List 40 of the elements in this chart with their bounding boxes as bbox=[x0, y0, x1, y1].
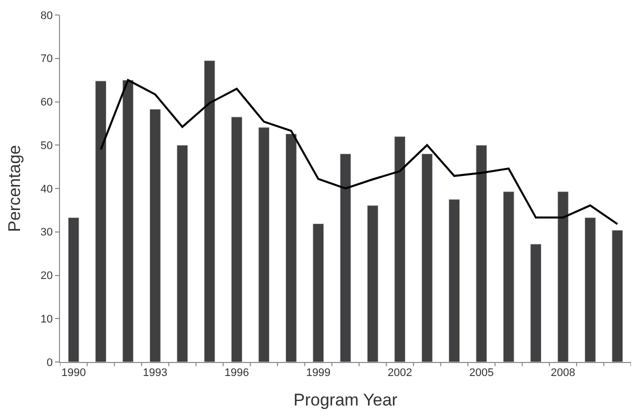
y-tick-label: 60 bbox=[40, 96, 53, 109]
y-tick-label: 30 bbox=[40, 226, 53, 239]
x-tick-label: 1993 bbox=[142, 367, 168, 380]
y-axis-title: Percentage bbox=[5, 145, 24, 232]
bar bbox=[122, 80, 134, 362]
bar bbox=[584, 217, 596, 362]
bar bbox=[367, 205, 378, 362]
bar bbox=[312, 223, 324, 362]
bar bbox=[557, 191, 569, 362]
bar bbox=[176, 144, 188, 362]
bar bbox=[68, 217, 80, 362]
bar bbox=[530, 244, 542, 362]
x-tick-label: 2005 bbox=[469, 367, 494, 380]
y-tick-label: 80 bbox=[40, 10, 53, 22]
x-tick-label: 1996 bbox=[224, 367, 249, 380]
y-tick-label: 40 bbox=[40, 183, 53, 196]
bar bbox=[612, 230, 624, 362]
line-series bbox=[100, 79, 618, 226]
x-tick-label: 2002 bbox=[388, 367, 412, 380]
y-tick-label: 0 bbox=[46, 356, 53, 369]
bar bbox=[95, 80, 106, 362]
y-tick-label: 10 bbox=[40, 313, 53, 326]
x-axis-title: Program Year bbox=[294, 390, 398, 410]
bar bbox=[258, 127, 270, 362]
x-tick-label: 1999 bbox=[306, 367, 331, 380]
x-tick-label: 1990 bbox=[61, 367, 86, 380]
bar bbox=[421, 154, 433, 362]
bar bbox=[204, 60, 216, 362]
bar bbox=[394, 136, 406, 362]
y-tick-label: 50 bbox=[40, 140, 53, 152]
bar bbox=[285, 134, 297, 362]
bar bbox=[448, 199, 460, 362]
bar bbox=[149, 108, 161, 362]
x-tick-label: 2008 bbox=[550, 367, 576, 380]
bar bbox=[340, 154, 352, 362]
y-tick-label: 20 bbox=[40, 270, 53, 282]
y-tick-label: 70 bbox=[40, 53, 53, 66]
bar bbox=[476, 144, 488, 362]
bar bbox=[502, 191, 514, 362]
bar bbox=[231, 116, 242, 362]
